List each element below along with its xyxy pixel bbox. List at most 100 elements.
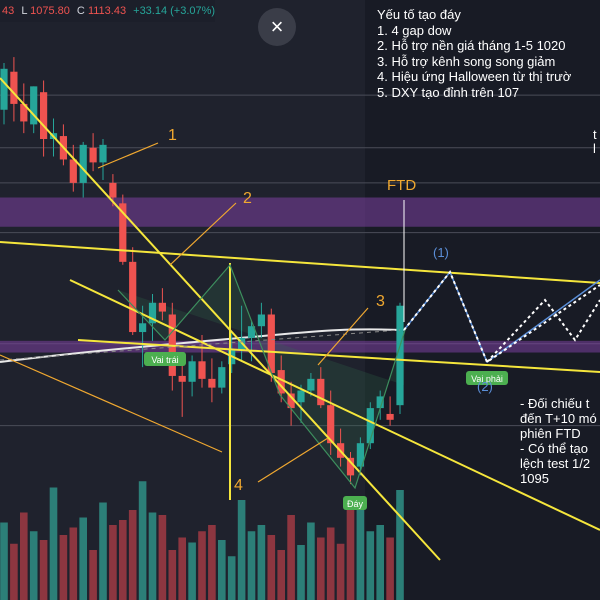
notes-item: 3. Hỗ trợ kênh song song giảm (377, 53, 556, 69)
side-note-line: - Đối chiếu t (520, 396, 590, 411)
badge-left-shoulder-bg (144, 352, 186, 366)
volume-bar (59, 535, 68, 600)
candle-body (89, 147, 97, 163)
ohlc-close-key: C (76, 5, 85, 17)
candle-body (79, 144, 87, 183)
volume-bar (79, 517, 87, 600)
candle-body (198, 361, 206, 379)
candle-body (396, 305, 404, 406)
side-note-line: lệch test 1/2 (520, 456, 591, 471)
projection-label-1: (1) (433, 245, 449, 260)
edge-note-line: l (593, 141, 596, 156)
ftd-label: FTD (387, 177, 416, 194)
volume-bar (267, 535, 276, 600)
volume-bar (346, 510, 355, 600)
projection-dotted-2 (486, 298, 600, 363)
candle-body (297, 390, 305, 403)
side-note-line: đến T+10 mó (520, 411, 597, 426)
annotation-number-2: 2 (243, 190, 252, 207)
notes-item: 5. DXY tạo đỉnh trên 107 (377, 84, 520, 100)
annotation-number-1: 1 (168, 127, 177, 144)
notes-item: 4. Hiệu ứng Halloween từ thị trườ (377, 69, 572, 84)
volume-bar (257, 525, 266, 600)
volume-bar (39, 540, 48, 600)
candle-body (257, 314, 265, 327)
ohlc-close-value: 1113.43 (87, 5, 127, 17)
volume-bar (287, 515, 295, 600)
volume-bar (376, 525, 384, 600)
volume-bar (99, 502, 107, 600)
candle-body (277, 370, 285, 394)
trendline-upper (0, 77, 441, 561)
candle-body (109, 182, 117, 198)
volume-bar (29, 531, 38, 600)
candle-body (307, 378, 315, 391)
volume-bar (49, 487, 58, 600)
volume-bar (178, 537, 186, 600)
volume-bar (128, 510, 137, 600)
candle-body (30, 86, 38, 125)
candle-body (148, 302, 157, 324)
arrow-3 (317, 307, 369, 366)
badge-right-shoulder: Vai phải (471, 374, 503, 384)
ohlc-change: +33.14 (+3.07%) (133, 5, 216, 17)
badge-right-shoulder-bg (466, 371, 508, 385)
candle-body (247, 326, 256, 338)
volume-bar (326, 527, 335, 600)
history-region (0, 0, 365, 600)
notes-item: 2. Hỗ trợ nền giá tháng 1-5 1020 (377, 38, 566, 53)
candle-body (10, 71, 18, 104)
dashed-channel (0, 329, 401, 361)
ohlc-low-key: L (21, 5, 28, 17)
candle-body (158, 302, 166, 312)
notes-item: 1. 4 gap dow (377, 22, 452, 38)
candle-body (346, 457, 355, 476)
volume-bar (227, 556, 236, 600)
candle-body (376, 396, 384, 409)
support-zone (0, 340, 600, 353)
side-note-line: phiên FTD (520, 426, 581, 441)
volume-bar (208, 525, 216, 600)
badge-bottom: Đáy (347, 499, 364, 509)
notes-panel: Yếu tố tạo đáy 1. 4 gap dow 2. Hỗ trợ nề… (377, 7, 600, 100)
volume-bar (307, 522, 315, 600)
candle-body (139, 323, 147, 333)
candle-body (40, 92, 48, 139)
volume-bar (198, 531, 206, 600)
candle-body (119, 203, 127, 262)
candle-body (20, 103, 28, 122)
badge-bottom-bg (343, 496, 367, 510)
volume-bar (356, 502, 365, 600)
volume-bar (218, 540, 226, 600)
volume-bar (138, 481, 147, 600)
close-button[interactable]: × (258, 8, 296, 46)
notes-title: Yếu tố tạo đáy (377, 7, 461, 22)
volume-bar (89, 550, 97, 600)
candle-body (386, 413, 394, 420)
candle-body (317, 378, 325, 406)
arrow-4a (0, 354, 223, 453)
volume-bar (188, 542, 196, 600)
volume-bar (336, 543, 345, 600)
candle-body (356, 443, 364, 467)
candle-body (99, 144, 107, 163)
resistance-zone (0, 197, 600, 227)
candle-body (0, 68, 8, 110)
side-note-line: 1095 (520, 471, 549, 486)
edge-note-line: t (593, 128, 597, 142)
candle-body (178, 375, 186, 382)
side-note-line: - Có thể tạo (520, 441, 588, 456)
volume-bar (148, 512, 157, 600)
candle-body (69, 159, 77, 183)
volume-bar (158, 515, 167, 600)
candle-body (366, 408, 374, 444)
candle-body (327, 405, 335, 444)
volume-bar (297, 545, 305, 600)
candle-body (287, 393, 295, 409)
volume-bar (168, 550, 177, 600)
projection-dotted (403, 270, 600, 364)
volume-bar (247, 531, 256, 600)
volume-bar (69, 527, 78, 600)
